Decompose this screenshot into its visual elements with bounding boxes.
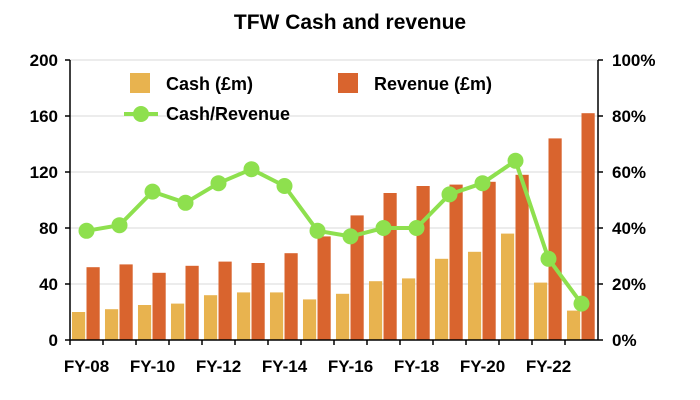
left-tick-label: 120 <box>30 163 58 182</box>
revenue-bar <box>284 253 298 340</box>
cash-revenue-point <box>111 217 128 234</box>
axes: 0 40 80 120 160 200 0% 20% 40% 60% 80% 100% FY-08 FY-… <box>30 51 656 376</box>
cash-bar <box>401 278 416 340</box>
cash-revenue-point <box>276 178 293 194</box>
left-tick-label: 0 <box>49 331 58 350</box>
left-tick-label: 40 <box>39 275 58 294</box>
revenue-bar <box>86 267 100 340</box>
cash-bar <box>236 292 251 340</box>
right-tick-label: 40% <box>612 219 646 238</box>
x-tick-label: FY-08 <box>64 357 109 376</box>
cash-bar <box>368 281 383 340</box>
cash-revenue-point <box>540 250 557 267</box>
legend-label: Revenue (£m) <box>374 74 492 94</box>
x-tick-label: FY-20 <box>460 357 505 376</box>
right-tick-label: 60% <box>612 163 646 182</box>
cash-revenue-point <box>507 152 524 169</box>
revenue-bar <box>581 113 595 340</box>
legend-label: Cash (£m) <box>166 74 253 94</box>
revenue-bar <box>416 186 430 340</box>
legend-swatch-marker <box>133 106 149 122</box>
cash-bar <box>500 233 515 340</box>
right-tick-label: 0% <box>612 331 637 350</box>
cash-revenue-point <box>375 220 392 236</box>
left-tick-label: 160 <box>30 107 58 126</box>
cash-revenue-point <box>210 175 227 192</box>
cash-revenue-point <box>144 183 161 200</box>
x-tick-label: FY-10 <box>130 357 175 376</box>
cash-revenue-point <box>243 161 260 178</box>
cash-bar <box>566 310 581 340</box>
x-tick-label: FY-22 <box>526 357 571 376</box>
cash-revenue-point <box>309 222 326 239</box>
revenue-bar <box>548 138 562 340</box>
cash-revenue-point <box>342 228 359 245</box>
cash-bar <box>170 303 185 340</box>
x-tick-label: FY-16 <box>328 357 373 376</box>
cash-bar <box>269 292 284 340</box>
cash-bar <box>302 299 317 340</box>
cash-revenue-point <box>474 175 491 192</box>
revenue-bar <box>152 272 166 340</box>
cash-bar <box>137 305 152 340</box>
cash-revenue-point <box>408 220 425 236</box>
cash-bar <box>434 258 449 340</box>
chart-title: TFW Cash and revenue <box>234 11 466 34</box>
revenue-bar <box>218 261 232 340</box>
revenue-bar <box>317 236 331 340</box>
bars <box>71 113 595 340</box>
x-tick-label: FY-18 <box>394 357 439 376</box>
cash-revenue-line <box>86 158 584 305</box>
left-tick-label: 80 <box>39 219 58 238</box>
x-tick-label: FY-12 <box>196 357 241 376</box>
right-tick-label: 100% <box>612 51 655 70</box>
cash-revenue-point <box>78 222 95 239</box>
legend-swatch <box>338 73 358 93</box>
right-tick-label: 80% <box>612 107 646 126</box>
cash-bar <box>467 251 482 340</box>
right-tick-label: 20% <box>612 275 646 294</box>
cash-bar <box>71 312 86 340</box>
cash-bar <box>104 309 119 340</box>
revenue-bar <box>119 264 133 340</box>
revenue-bar <box>185 265 199 340</box>
cash-bar <box>533 282 548 340</box>
left-tick-label: 200 <box>30 51 58 70</box>
ratio-line <box>78 152 590 312</box>
revenue-bar <box>350 215 364 340</box>
revenue-bar <box>482 181 496 340</box>
revenue-bar <box>251 263 265 340</box>
cash-revenue-point <box>441 186 458 203</box>
revenue-bar <box>515 174 529 340</box>
cash-bar <box>335 293 350 340</box>
legend-swatch <box>130 73 150 93</box>
revenue-bar <box>449 184 463 340</box>
legend: Cash (£m) Revenue (£m) Cash/Revenue <box>124 73 492 124</box>
revenue-bar <box>383 193 397 340</box>
x-tick-label: FY-14 <box>262 357 308 376</box>
cash-revenue-point <box>177 194 194 211</box>
cash-bar <box>203 295 218 340</box>
cash-revenue-point <box>573 295 590 312</box>
legend-label: Cash/Revenue <box>166 104 290 124</box>
